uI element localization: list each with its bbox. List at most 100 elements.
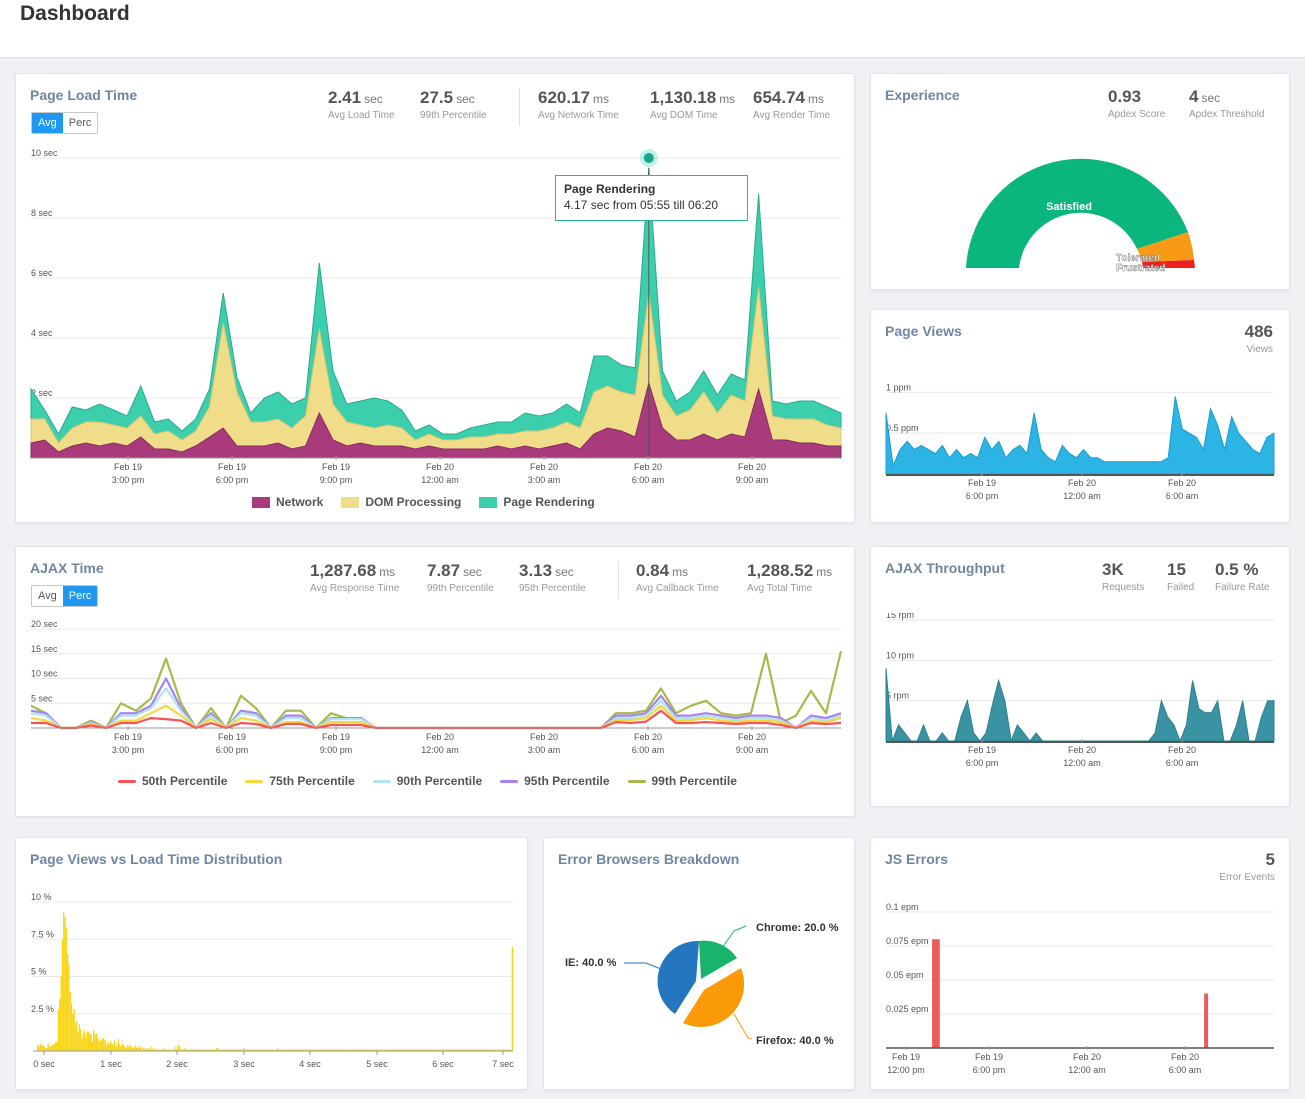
dist-bar	[98, 1042, 100, 1051]
x-tick-label: 5 sec	[366, 1059, 388, 1069]
metric-ajax-95th: 3.13 sec 95th Percentile	[519, 561, 586, 594]
legend-network[interactable]: Network	[252, 495, 323, 509]
dist-bar	[214, 1049, 216, 1051]
dist-bar	[438, 1049, 440, 1051]
dist-bar	[240, 1049, 242, 1051]
legend-99th[interactable]: 99th Percentile	[627, 774, 737, 788]
dist-bar	[63, 912, 65, 1051]
dist-bar	[297, 1049, 300, 1051]
dist-bar	[498, 1049, 500, 1051]
page-load-time-chart[interactable]: 10 sec 8 sec 6 sec 4 sec 2 sec Feb 19 3:00 pm F…	[16, 144, 854, 504]
y-tick-label: 10 %	[31, 892, 52, 902]
metric-avg-total-time: 1,288.52 ms Avg Total Time	[747, 561, 833, 594]
legend-dom-processing[interactable]: DOM Processing	[341, 495, 461, 509]
x-tick-label: 6:00 pm	[216, 475, 249, 485]
dist-bar	[175, 1046, 177, 1051]
dist-bar	[235, 1049, 237, 1051]
dist-bar	[46, 1048, 48, 1051]
page-views-chart[interactable]: 1 ppm 0.5 ppm Feb 19 6:00 pm Feb 20 12:00 am F…	[871, 372, 1289, 512]
dist-bar	[170, 1049, 172, 1051]
dist-bar	[472, 1049, 474, 1051]
dist-bar	[166, 1049, 168, 1051]
dist-bar	[483, 1049, 485, 1051]
js-errors-chart[interactable]: 0.1 epm 0.075 epm 0.05 epm 0.025 epm Feb 19 1…	[871, 900, 1289, 1080]
legend-page-rendering[interactable]: Page Rendering	[479, 495, 595, 509]
dist-bar	[510, 1049, 512, 1051]
x-tick-label: 9:00 am	[736, 745, 769, 755]
dist-bar	[37, 1045, 39, 1051]
metric-avg-network-time: 620.17 ms Avg Network Time	[538, 88, 619, 121]
dist-bar	[352, 1049, 354, 1051]
dist-bar	[450, 1049, 452, 1051]
dist-bar	[481, 1049, 483, 1051]
dist-bar	[433, 1049, 435, 1051]
gauge-label-satisfied: Satisfied	[1046, 201, 1092, 213]
dist-bar	[486, 1049, 489, 1051]
dist-bar	[279, 1049, 281, 1051]
dist-bar	[132, 1046, 134, 1051]
dist-bar	[177, 1045, 180, 1051]
dist-bar	[228, 1049, 230, 1051]
dist-bar	[373, 1049, 375, 1051]
dist-bar	[396, 1049, 399, 1051]
dist-bar	[38, 1046, 40, 1051]
dist-bar	[252, 1049, 254, 1051]
legend-95th[interactable]: 95th Percentile	[500, 774, 610, 788]
dist-bar	[505, 1049, 507, 1051]
dist-bar	[112, 1045, 114, 1051]
x-tick-label: 2 sec	[166, 1059, 188, 1069]
dist-bar	[197, 1049, 199, 1051]
ajax-time-chart[interactable]: 20 sec 15 sec 10 sec 5 sec Feb 19 3:00 pm Feb …	[16, 619, 854, 769]
dist-bar	[503, 1049, 506, 1051]
metric-requests: 3K Requests	[1102, 560, 1145, 593]
apdex-gauge[interactable]: Satisfied Tolerated Frustrated	[871, 144, 1291, 284]
avg-toggle-button[interactable]: Avg	[32, 586, 63, 606]
dist-bar	[172, 1049, 174, 1051]
dist-bar	[223, 1049, 225, 1051]
dist-bar	[183, 1049, 185, 1051]
dist-bar	[323, 1049, 326, 1051]
dist-bar	[260, 1049, 262, 1051]
dist-bar	[485, 1049, 487, 1051]
dist-bar	[190, 1049, 193, 1051]
dist-bar	[490, 1049, 493, 1051]
legend-75th[interactable]: 75th Percentile	[245, 774, 355, 788]
dist-bar	[424, 1049, 426, 1051]
dist-bar	[64, 916, 66, 1051]
dist-bar	[421, 1049, 424, 1051]
dist-bar	[104, 1040, 107, 1051]
dist-bar	[334, 1049, 336, 1051]
dist-bar	[261, 1049, 263, 1051]
dist-bar	[342, 1049, 344, 1051]
dist-bar	[102, 1037, 104, 1051]
dist-bar	[224, 1049, 227, 1051]
y-tick-label: 2.5 %	[31, 1004, 54, 1014]
ajax-throughput-chart[interactable]: 15 rpm 10 rpm 5 rpm Feb 19 6:00 pm Feb 20 12:0…	[871, 613, 1289, 783]
dist-bar	[322, 1049, 324, 1051]
page-load-toggle: Avg Perc	[31, 112, 99, 134]
page-views-card: Page Views 486 Views 1 ppm 0.5 ppm Feb 19 6:…	[870, 309, 1290, 523]
dist-bar	[366, 1049, 369, 1051]
legend-90th[interactable]: 90th Percentile	[372, 774, 482, 788]
dist-bar	[249, 1049, 251, 1051]
dist-bar	[189, 1049, 191, 1051]
x-tick-label: Feb 19	[322, 732, 350, 742]
perc-toggle-button[interactable]: Perc	[62, 113, 98, 133]
dist-bar	[201, 1049, 203, 1051]
load-time-distribution-chart[interactable]: 10 % 7.5 % 5 % 2.5 % 0 sec 1 sec 2 sec 3 sec 4 s…	[16, 890, 527, 1070]
dist-bar	[507, 1049, 510, 1051]
y-tick-label: 8 sec	[31, 208, 53, 218]
dist-bar	[501, 1049, 503, 1051]
x-tick-label: 3:00 pm	[112, 475, 145, 485]
dist-bar	[107, 1042, 109, 1051]
dist-bar	[85, 1037, 87, 1051]
dist-bar	[497, 1049, 499, 1051]
dist-bar	[317, 1049, 319, 1051]
area-page-views	[885, 396, 1275, 475]
y-tick-label: 1 ppm	[886, 382, 911, 392]
perc-toggle-button[interactable]: Perc	[62, 586, 98, 606]
legend-50th[interactable]: 50th Percentile	[118, 774, 227, 788]
error-browsers-pie[interactable]: Chrome: 20.0 % IE: 40.0 % Firefox: 40.0 …	[544, 888, 854, 1088]
y-tick-label: 10 rpm	[886, 650, 914, 660]
avg-toggle-button[interactable]: Avg	[32, 113, 63, 133]
